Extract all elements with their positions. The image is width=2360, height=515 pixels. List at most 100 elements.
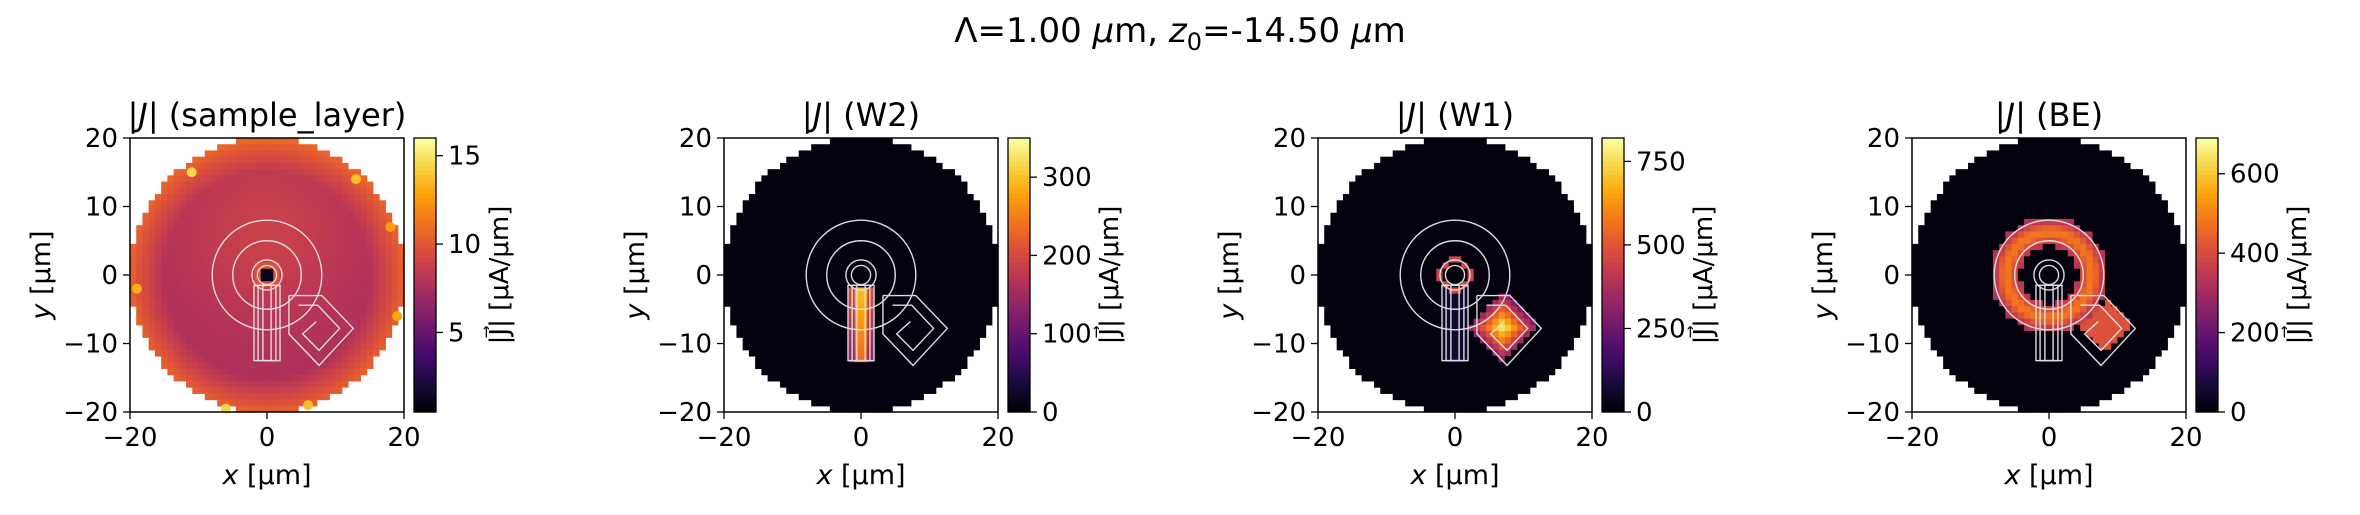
heatmap-cell [1411, 225, 1419, 233]
heatmap-cell [1492, 200, 1500, 208]
heatmap-cell [186, 362, 193, 370]
heatmap-cell [935, 355, 943, 363]
heatmap-cell [354, 187, 362, 195]
heatmap-cell [1367, 206, 1375, 214]
heatmap-cell [1461, 162, 1469, 170]
heatmap-cell [186, 275, 193, 282]
heatmap-cell [167, 318, 175, 326]
heatmap-cell [329, 212, 337, 220]
heatmap-cell [904, 306, 912, 313]
heatmap-cell [279, 150, 287, 158]
heatmap-cell [836, 268, 843, 276]
heatmap-cell [335, 194, 343, 201]
heatmap-cell [1417, 144, 1425, 152]
heatmap-cell [804, 343, 812, 351]
heatmap-cell [310, 281, 318, 289]
heatmap-cell [1479, 355, 1487, 363]
heatmap-cell [148, 225, 156, 233]
heatmap-cell [786, 387, 794, 394]
heatmap-cell [1374, 250, 1381, 257]
heatmap-cell [985, 306, 993, 313]
heatmap-cell [223, 393, 231, 401]
heatmap-cell [941, 250, 949, 257]
heatmap-cell [1511, 169, 1518, 176]
heatmap-cell [1405, 256, 1413, 264]
heatmap-cell [1936, 194, 1944, 201]
heatmap-cell [742, 231, 750, 239]
heatmap-cell [341, 268, 349, 276]
heatmap-cell [1398, 150, 1406, 158]
heatmap-cell [347, 206, 355, 214]
heatmap-cell [1349, 243, 1356, 251]
heatmap-cell [1417, 380, 1425, 388]
heatmap-cell [229, 312, 237, 320]
heatmap-cell [316, 343, 324, 351]
heatmap-cell [817, 337, 825, 345]
heatmap-cell [192, 237, 200, 245]
heatmap-cell [323, 380, 330, 388]
heatmap-cell [1442, 243, 1450, 251]
heatmap-cell [1511, 225, 1518, 233]
heatmap-cell [941, 374, 949, 382]
heatmap-cell [910, 362, 918, 370]
heatmap-cell [817, 368, 825, 376]
heatmap-cell [354, 281, 362, 289]
heatmap-cell [1455, 218, 1462, 226]
heatmap-cell [1924, 237, 1932, 245]
heatmap-cell [1380, 262, 1388, 270]
heatmap-cell [786, 169, 794, 176]
heatmap-cell [1374, 368, 1381, 376]
heatmap-cell [210, 194, 218, 201]
heatmap-cell [372, 349, 380, 357]
heatmap-cell [929, 343, 937, 351]
heatmap-cell [966, 293, 974, 301]
heatmap-cell [1448, 218, 1456, 226]
heatmap-cell [829, 312, 837, 320]
heatmap-cell [761, 194, 769, 201]
heatmap-cell [1355, 231, 1363, 239]
colorbar-segment [1602, 197, 1624, 203]
heatmap-cell [748, 299, 756, 307]
heatmap-cell [1511, 374, 1518, 382]
heatmap-cell [154, 212, 162, 220]
heatmap-cell [360, 187, 368, 195]
heatmap-cell [192, 306, 200, 313]
heatmap-cell [1330, 312, 1338, 320]
heatmap-cell [379, 281, 386, 289]
heatmap-cell [829, 324, 837, 332]
heatmap-cell [748, 318, 756, 326]
heatmap-cell [267, 194, 274, 201]
heatmap-cell [1448, 374, 1456, 382]
heatmap-cell [1405, 218, 1413, 226]
heatmap-cell [917, 200, 924, 208]
heatmap-cell [1567, 343, 1574, 351]
colorbar-segment [1008, 389, 1030, 395]
heatmap-cell [229, 156, 237, 164]
heatmap-cell [1529, 175, 1537, 183]
heatmap-cell [979, 275, 987, 282]
heatmap-cell [285, 337, 293, 345]
heatmap-cell [929, 156, 937, 164]
heatmap-cell [736, 218, 744, 226]
heatmap-cell [1436, 200, 1444, 208]
heatmap-cell [761, 337, 769, 345]
heatmap-cell [279, 355, 287, 363]
heatmap-cell [873, 175, 881, 183]
heatmap-cell [966, 343, 974, 351]
heatmap-cell [1517, 256, 1525, 264]
heatmap-cell [1448, 387, 1456, 394]
heatmap-cell [954, 275, 962, 282]
heatmap-cell [354, 331, 362, 338]
heatmap-cell [786, 362, 794, 370]
heatmap-cell [867, 349, 875, 357]
heatmap-cell [372, 256, 380, 264]
heatmap-cell [186, 318, 193, 326]
heatmap-cell [1461, 262, 1469, 270]
heatmap-cell [817, 318, 825, 326]
heatmap-cell [1430, 362, 1437, 370]
heatmap-cell [354, 225, 362, 233]
heatmap-cell [323, 275, 330, 282]
heatmap-cell [1504, 331, 1512, 338]
heatmap-cell [1436, 175, 1444, 183]
heatmap-cell [1380, 231, 1388, 239]
